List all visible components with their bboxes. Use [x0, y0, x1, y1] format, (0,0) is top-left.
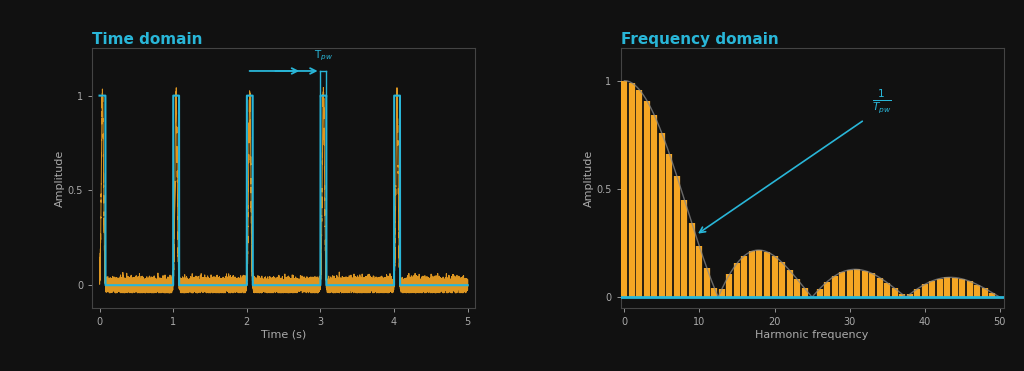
X-axis label: Time (s): Time (s)	[261, 330, 306, 340]
Y-axis label: Amplitude: Amplitude	[584, 150, 594, 207]
Text: Frequency domain: Frequency domain	[621, 32, 778, 47]
X-axis label: Harmonic frequency: Harmonic frequency	[756, 330, 868, 340]
Text: Time domain: Time domain	[92, 32, 203, 47]
Text: T$_{pw}$: T$_{pw}$	[314, 49, 333, 63]
Text: $\frac{1}{T_{pw}}$: $\frac{1}{T_{pw}}$	[872, 87, 892, 115]
Y-axis label: Amplitude: Amplitude	[55, 150, 65, 207]
